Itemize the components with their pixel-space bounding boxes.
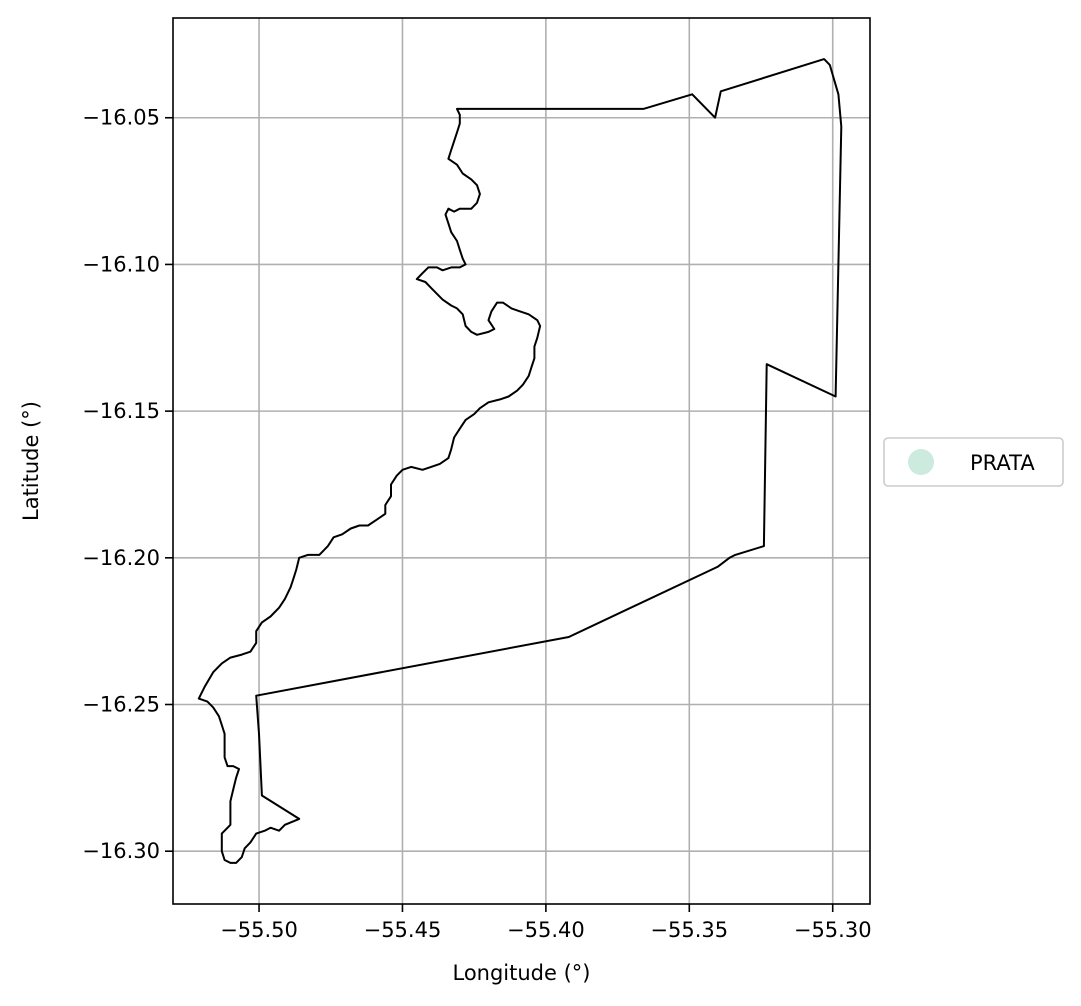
legend: PRATA <box>883 437 1064 487</box>
y-tick-label-1: −16.10 <box>82 252 160 276</box>
y-tick-label-5: −16.30 <box>82 839 160 863</box>
legend-marker-0 <box>908 449 934 475</box>
y-tick-label-2: −16.15 <box>82 399 160 423</box>
region-boundary-prata <box>197 58 843 864</box>
y-axis-label: Latitude (°) <box>19 401 43 521</box>
y-tick-label-0: −16.05 <box>82 106 160 130</box>
x-tick-label-0: −55.50 <box>220 918 298 942</box>
x-axis-label: Longitude (°) <box>452 961 590 985</box>
y-axis-ticks: −16.05 −16.10 −16.15 −16.20 −16.25 −16.30 <box>82 106 173 863</box>
y-tick-label-4: −16.25 <box>82 693 160 717</box>
x-tick-label-3: −55.35 <box>650 918 728 942</box>
gridlines <box>173 18 870 904</box>
x-tick-label-4: −55.30 <box>794 918 872 942</box>
axes-frame <box>172 17 871 905</box>
legend-box <box>883 437 1064 487</box>
y-tick-label-3: −16.20 <box>82 546 160 570</box>
region-layer <box>197 58 843 864</box>
x-tick-label-2: −55.40 <box>507 918 585 942</box>
legend-label-0: PRATA <box>970 451 1035 475</box>
x-axis-ticks: −55.50 −55.45 −55.40 −55.35 −55.30 <box>220 904 872 942</box>
x-tick-label-1: −55.45 <box>364 918 442 942</box>
